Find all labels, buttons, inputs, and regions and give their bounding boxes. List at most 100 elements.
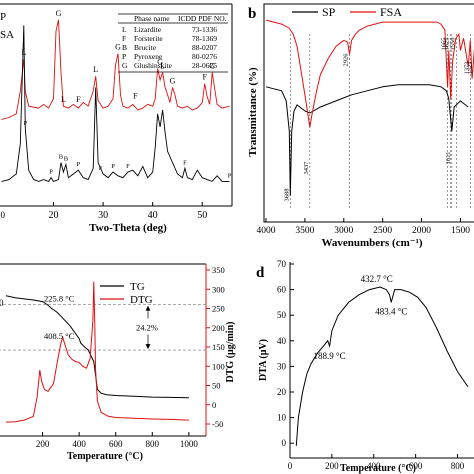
panel-c-label-mass-loss: 24.2% <box>136 322 158 332</box>
panel-b-peak-label: 1373 <box>463 62 470 75</box>
panel-c-tg-dtg: 200 400 600 800 1000 -50 0 50 100 150 200 250 300 35… <box>0 263 236 462</box>
panel-d-x-label: Temperature (°C) <box>340 463 416 474</box>
panel-a-table-cell: 88-0207 <box>192 43 217 52</box>
panel-b-x-tick-label: 4000 <box>257 226 276 236</box>
panel-a-partial-tick: 10 <box>0 210 6 220</box>
panel-b-peak-label: 1625 <box>444 38 451 51</box>
panel-c-series-dtg <box>5 281 189 423</box>
panel-a-peak-label: F <box>133 91 138 100</box>
panel-a-peak-label: B <box>59 154 64 161</box>
panel-c-right-tick-label: -50 <box>212 419 223 429</box>
panel-d-y-tick-label: 40 <box>277 336 287 346</box>
panel-a-peak-label: F <box>76 95 81 104</box>
panel-b-peak-label: 2926 <box>343 53 350 67</box>
panel-a-peak-label: G <box>115 43 121 52</box>
panel-c-series <box>5 281 189 423</box>
panel-b-ftir: b 4000 3500 3000 2500 2000 1500 3688 3437 2926 1… <box>247 3 474 249</box>
panel-c-right-tick-label: 300 <box>212 284 225 294</box>
panel-a-peak-label: P <box>23 120 27 127</box>
panel-c-legend: TG DTG <box>100 281 153 306</box>
panel-b-legend: SP FSA <box>292 5 402 19</box>
panel-c-right-tick-label: 0 <box>212 400 216 410</box>
panel-b-peak-label: 1665 <box>441 38 448 51</box>
panel-a-x-tick-label: 20 <box>49 210 59 221</box>
panel-a-x-tick-label: 50 <box>197 210 207 221</box>
panel-d-series-line <box>295 286 469 446</box>
panel-d-x-tick-label: 600 <box>409 461 423 471</box>
panel-d-x-tick-label: 200 <box>325 461 339 471</box>
panel-b-dashed-guides <box>289 34 474 208</box>
panel-c-right-tick-label: 250 <box>212 304 225 314</box>
panel-c-arrowhead <box>145 305 151 311</box>
panel-a-table-cell: F <box>122 34 126 43</box>
panel-c-right-tick-label: 150 <box>212 342 225 352</box>
panel-b-peak-label: 3437 <box>303 161 310 175</box>
panel-b-frame <box>263 3 474 223</box>
panel-a-peak-label: F <box>126 163 130 170</box>
panel-d-x-tick-label: 800 <box>451 461 465 471</box>
panel-b-peak-label: 1550 <box>450 38 457 51</box>
panel-d-y-tick-label: 50 <box>277 310 287 320</box>
panel-a-table-header: Phase name <box>134 14 170 23</box>
panel-d-series <box>295 286 469 446</box>
panel-a-peak-label: P <box>77 161 81 168</box>
panel-d-y-tick-label: 70 <box>277 259 287 269</box>
panel-a-peak-label: L <box>61 95 66 104</box>
panel-a-x-ticks: 20 30 40 50 <box>49 202 207 221</box>
panel-a-table-cell: Lizardite <box>134 25 162 34</box>
panel-c-partial-tick: 100 <box>0 298 4 308</box>
panel-c-legend-tg: TG <box>130 281 145 293</box>
panel-c-x-tick-label: 1000 <box>180 439 199 449</box>
panel-a-table-cell: 78-1369 <box>192 34 217 43</box>
panel-c-x-tick-label: 400 <box>72 439 86 449</box>
panel-b-series <box>265 19 474 196</box>
panel-a-legend-text: SA <box>0 29 14 41</box>
panel-d-y-tick-label: 10 <box>277 413 287 423</box>
panel-a-peak-label: G <box>56 9 62 18</box>
panel-d-label-188: 188.9 °C <box>314 351 346 361</box>
panel-a-legend: P SA <box>0 11 14 41</box>
panel-d-letter: d <box>256 265 265 281</box>
panel-a-peak-label: P <box>111 163 115 170</box>
panel-c-mass-loss-arrows <box>145 305 151 350</box>
panel-a-table-header: ICDD PDF NO. <box>178 14 227 23</box>
panel-c-x-tick-label: 800 <box>146 439 160 449</box>
panel-a-series <box>1 19 230 182</box>
panel-a-x-label: Two-Theta (deg) <box>89 222 167 234</box>
panel-d-x-tick-label: 400 <box>367 461 381 471</box>
panel-c-reference-lines <box>0 304 206 351</box>
panel-a-x-tick-label: 40 <box>148 210 158 221</box>
panel-a-legend-text: P <box>0 11 6 23</box>
panel-d-y-tick-label: 20 <box>277 387 287 397</box>
panel-b-x-label: Wavenumbers (cm⁻¹) <box>321 237 422 249</box>
panel-a-peak-label: G <box>209 61 215 70</box>
panel-b-x-tick-label: 2500 <box>373 226 392 236</box>
panel-a-table-cell: Forsterite <box>134 34 163 43</box>
panel-a-table-cell: 73-1336 <box>192 25 217 34</box>
panel-c-x-tick-label: 200 <box>36 439 50 449</box>
panel-a-table-cell: 80-0276 <box>192 52 217 61</box>
panel-d-x-tick-label: 0 <box>288 461 293 471</box>
panel-a-peak-label: G <box>157 58 163 67</box>
panel-a-x-tick-label: 30 <box>98 210 108 221</box>
panel-c-right-ticks: -50 0 50 100 150 200 250 300 350 <box>206 265 225 429</box>
panel-b-letter: b <box>248 6 256 22</box>
panel-a-peak-label: B <box>64 156 69 163</box>
panel-a-peak-label: G <box>170 76 176 85</box>
panel-a-peak-label: F <box>183 159 187 166</box>
panel-d-y-tick-label: 30 <box>277 361 287 371</box>
panel-c-right-tick-label: 100 <box>212 361 225 371</box>
panel-c-labels: 225.8 °C 408.5 °C 24.2% <box>44 294 158 350</box>
panel-b-x-ticks: 4000 3500 3000 2500 2000 1500 <box>257 218 470 236</box>
panel-d-y-label: DTA (μV) <box>258 339 269 381</box>
panel-d-y-tick-label: 60 <box>277 285 287 295</box>
panel-a-table-cell: Glushinskite <box>134 61 173 70</box>
panel-c-arrowhead <box>145 344 151 350</box>
panel-a-table-cell: P <box>122 52 126 61</box>
panel-c-label-408: 408.5 °C <box>44 331 75 341</box>
panel-a-phase-table: Phase name ICDD PDF NO. L Lizardite 73-133… <box>118 13 228 73</box>
panel-b-peak-label: 1611 <box>445 152 452 165</box>
panel-b-series-sp <box>265 84 469 196</box>
